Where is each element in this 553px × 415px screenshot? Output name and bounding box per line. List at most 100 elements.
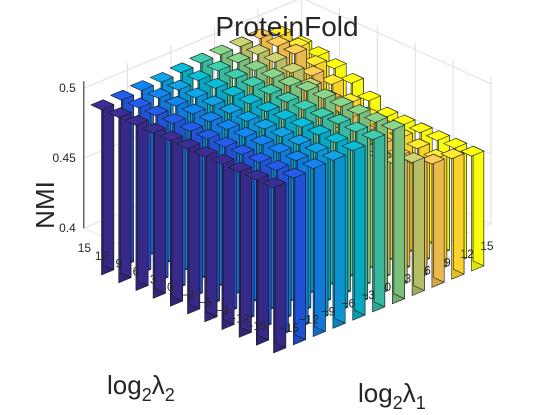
bar-face (120, 107, 132, 279)
bar-top (213, 136, 238, 148)
y-tick-label: 0 (167, 280, 174, 294)
bar-top (344, 121, 368, 133)
bar-top (201, 95, 226, 107)
bar-top (266, 36, 290, 47)
y-tick-label: −3 (181, 288, 195, 302)
z-tick-label: 0.45 (52, 151, 76, 165)
bar (420, 153, 445, 288)
bar-top (341, 140, 366, 152)
bar-top (226, 52, 251, 64)
bar (193, 146, 218, 323)
bar-top (329, 96, 354, 108)
bar-top (198, 111, 223, 123)
bar-top (167, 79, 191, 91)
bar (245, 169, 269, 346)
x-tick-label: −12 (299, 313, 320, 327)
bar (210, 154, 235, 330)
bar-top (443, 138, 467, 149)
bar-top (302, 158, 326, 169)
bar-top (245, 169, 269, 181)
bar (381, 119, 405, 305)
bar-face (373, 129, 386, 308)
bar-top (320, 74, 344, 85)
bar-top (278, 75, 302, 87)
bar-top (263, 52, 288, 63)
bar-top (196, 128, 220, 140)
bar-top (216, 119, 240, 130)
bar-top (295, 80, 319, 92)
bar-face (102, 99, 115, 271)
bar-top (250, 134, 275, 146)
bar-top (241, 76, 265, 87)
x-tick-label: −15 (279, 321, 300, 335)
bar-top (255, 101, 280, 113)
bar-top (321, 150, 346, 161)
bar-top (233, 127, 257, 138)
bar-top (267, 142, 292, 154)
bar-top (130, 80, 154, 91)
chart-title: ProteinFold (215, 11, 358, 42)
bar-top (193, 146, 218, 157)
y-tick-label: −15 (246, 319, 267, 333)
bar-face (413, 152, 425, 291)
bar (159, 130, 183, 307)
bar-top (426, 130, 450, 141)
bar-top (161, 113, 186, 124)
bar-top (260, 68, 285, 79)
bar-top (305, 46, 330, 57)
bar-top (248, 28, 273, 39)
bar-top (327, 113, 351, 125)
bar-face (188, 138, 201, 310)
bar-top (282, 167, 306, 179)
bar (142, 122, 166, 299)
bar-top (303, 55, 327, 66)
bar-top (275, 91, 300, 103)
bar-top (280, 62, 305, 74)
bar-top (268, 25, 293, 37)
bar-top (300, 65, 325, 77)
bar-top (209, 44, 233, 56)
bar-top (230, 144, 255, 156)
bar-top (144, 105, 169, 117)
bar-top (283, 43, 307, 55)
bar-top (309, 107, 334, 119)
bar-top (290, 117, 314, 128)
x-tick-label: 3 (404, 272, 411, 286)
bar (302, 158, 326, 337)
bar-top (189, 52, 214, 64)
bar-top (292, 99, 317, 111)
bar-top (408, 122, 433, 134)
bar-top (142, 122, 166, 134)
z-tick-label: 0.4 (59, 221, 76, 235)
bar-top (284, 150, 309, 162)
y-tick-label: 6 (133, 265, 140, 279)
tick-labels: −15−12−9−6−303691215−15−12−9−6−303691215… (52, 81, 493, 335)
x-tick-label: 9 (444, 255, 451, 269)
bar-top (364, 112, 388, 123)
bar-top (401, 152, 425, 163)
bar-top (243, 60, 268, 71)
bar (282, 167, 306, 346)
bar-top (204, 78, 228, 89)
bar-top (124, 115, 149, 126)
bar-top (149, 72, 174, 83)
bar-top (179, 121, 203, 132)
y-tick-label: −6 (198, 296, 212, 310)
bar-top (235, 111, 260, 122)
bar-top (228, 161, 252, 173)
bar-top (221, 85, 245, 97)
bar (262, 177, 287, 354)
bar-top (110, 89, 134, 101)
bar-top (210, 154, 235, 165)
x-tick-label: −9 (322, 305, 336, 319)
bar-face (393, 119, 405, 300)
bar (321, 150, 346, 329)
y-axis-label: log2λ2 (107, 370, 175, 405)
bar-top (184, 87, 208, 99)
bar-top (218, 103, 243, 114)
bar (90, 99, 115, 276)
bar-face (171, 130, 183, 302)
bar (401, 152, 425, 296)
bar (228, 161, 252, 338)
